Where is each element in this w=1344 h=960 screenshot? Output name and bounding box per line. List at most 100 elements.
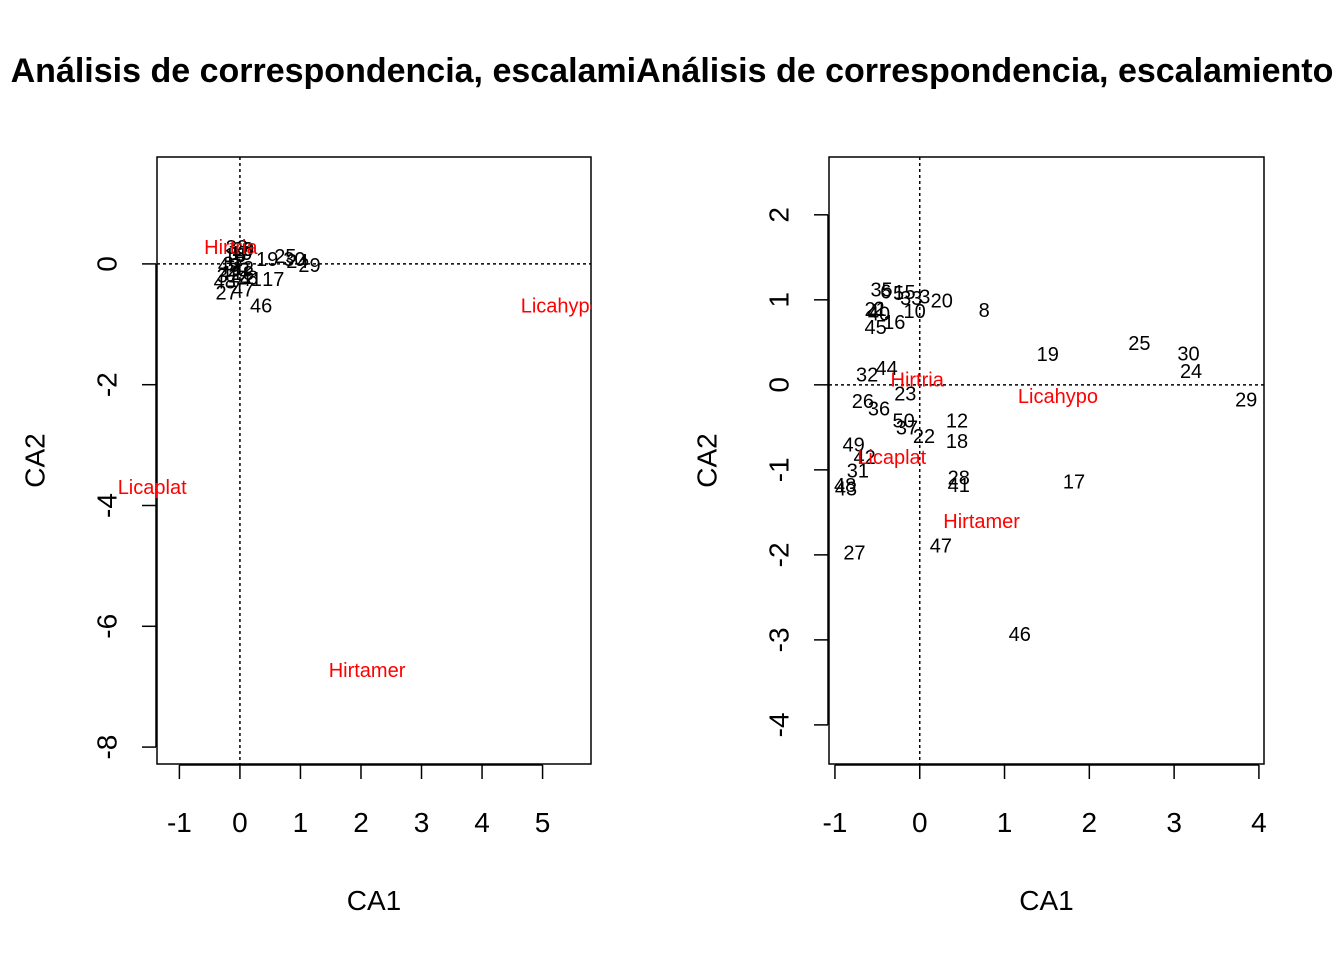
y-tick-label: -2: [763, 542, 794, 567]
site-label: 26: [852, 391, 874, 413]
site-label: 27: [843, 542, 865, 564]
site-label: 47: [232, 279, 254, 301]
x-tick-label: 2: [353, 807, 369, 838]
x-tick-label: 4: [474, 807, 490, 838]
site-label: 37: [223, 253, 245, 275]
x-tick-label: 4: [1251, 807, 1267, 838]
x-tick-label: 0: [912, 807, 928, 838]
site-label: 17: [262, 269, 284, 291]
species-label: Hirtamer: [943, 511, 1020, 533]
site-label: 41: [240, 269, 262, 291]
site-label: 46: [250, 296, 272, 318]
site-label: 35: [870, 280, 892, 302]
site-label: 30: [283, 249, 305, 271]
site-label: 10: [230, 243, 252, 265]
site-label: 32: [856, 365, 878, 387]
site-label: 30: [1177, 343, 1199, 365]
y-tick-label: 0: [91, 256, 122, 272]
site-label: 29: [1235, 389, 1257, 411]
site-label: 49: [842, 434, 864, 456]
site-label: 21: [865, 299, 887, 321]
site-label: 3: [919, 286, 930, 308]
site-label: 2: [873, 298, 884, 320]
site-label: 25: [274, 246, 296, 268]
site-label: 45: [865, 317, 887, 339]
y-tick-label: -3: [763, 627, 794, 652]
site-label: 22: [228, 259, 250, 281]
x-tick-label: -1: [167, 807, 192, 838]
site-label: 10: [904, 301, 926, 323]
site-label: 40: [868, 303, 890, 325]
site-label: 16: [224, 245, 246, 267]
site-label: 23: [894, 383, 916, 405]
plot-frame: [156, 156, 592, 765]
site-label: 25: [1128, 333, 1150, 355]
site-label: 24: [286, 251, 308, 273]
y-axis-title: CA2: [691, 433, 722, 487]
site-label: 5: [893, 283, 904, 305]
site-label: 50: [892, 411, 914, 433]
y-tick-label: -8: [91, 735, 122, 760]
site-label: 19: [256, 249, 278, 271]
site-label: 12: [232, 258, 254, 280]
species-label: Licahypo: [521, 296, 601, 318]
y-tick-label: -2: [91, 372, 122, 397]
site-label: 42: [220, 263, 242, 285]
x-tick-label: 1: [997, 807, 1013, 838]
y-axis-title: CA2: [19, 433, 50, 487]
site-label: 33: [226, 237, 248, 259]
site-label: 46: [1009, 624, 1031, 646]
y-tick-label: -6: [91, 614, 122, 639]
site-label: 49: [218, 255, 240, 277]
site-label: 28: [236, 267, 258, 289]
site-label: 41: [948, 475, 970, 497]
plot-frame: [828, 156, 1265, 765]
species-label: Hirtamer: [329, 660, 406, 682]
site-label: 19: [1037, 344, 1059, 366]
x-tick-label: 3: [1166, 807, 1182, 838]
site-label: 36: [868, 399, 890, 421]
x-tick-label: 3: [414, 807, 430, 838]
site-label: 16: [883, 312, 905, 334]
site-label: 20: [931, 291, 953, 313]
y-tick-label: 2: [763, 207, 794, 223]
site-label: 48: [214, 272, 236, 294]
site-label: 22: [913, 426, 935, 448]
site-label: 15: [893, 282, 915, 304]
site-label: 8: [242, 239, 253, 261]
site-label: 44: [876, 358, 898, 380]
y-tick-label: 0: [763, 377, 794, 393]
chart-title: Análisis de correspondencia, escalamiAná…: [0, 52, 1344, 102]
site-label: 37: [896, 417, 918, 439]
site-label: 8: [979, 300, 990, 322]
x-tick-label: 1: [293, 807, 309, 838]
site-label: 43: [835, 479, 857, 501]
site-label: 31: [847, 461, 869, 483]
site-label: 4: [868, 301, 879, 323]
chart-title-text: Análisis de correspondencia, escalamiAná…: [10, 52, 1334, 90]
site-label: 42: [853, 447, 875, 469]
species-label: Licaplat: [857, 447, 926, 469]
x-axis-title: CA1: [1019, 885, 1073, 916]
site-label: 18: [946, 431, 968, 453]
site-label: 28: [948, 467, 970, 489]
species-label: Licahypo: [1018, 386, 1098, 408]
y-tick-label: 1: [763, 292, 794, 308]
y-tick-label: -4: [91, 493, 122, 518]
y-tick-label: -1: [763, 457, 794, 482]
species-label: Hirtria: [891, 370, 945, 392]
site-label: 31: [217, 265, 239, 287]
x-tick-label: -1: [822, 807, 847, 838]
panel-1: -1 0 1 2 3 4 50-2-4-6-8CA1CA219253024291746472…: [19, 156, 601, 916]
site-label: 20: [232, 239, 254, 261]
site-label: 18: [232, 263, 254, 285]
y-tick-label: -4: [763, 712, 794, 737]
site-label: 29: [298, 255, 320, 277]
x-tick-label: 2: [1082, 807, 1098, 838]
x-axis-title: CA1: [347, 885, 401, 916]
x-tick-label: 5: [535, 807, 551, 838]
site-label: 17: [1063, 472, 1085, 494]
